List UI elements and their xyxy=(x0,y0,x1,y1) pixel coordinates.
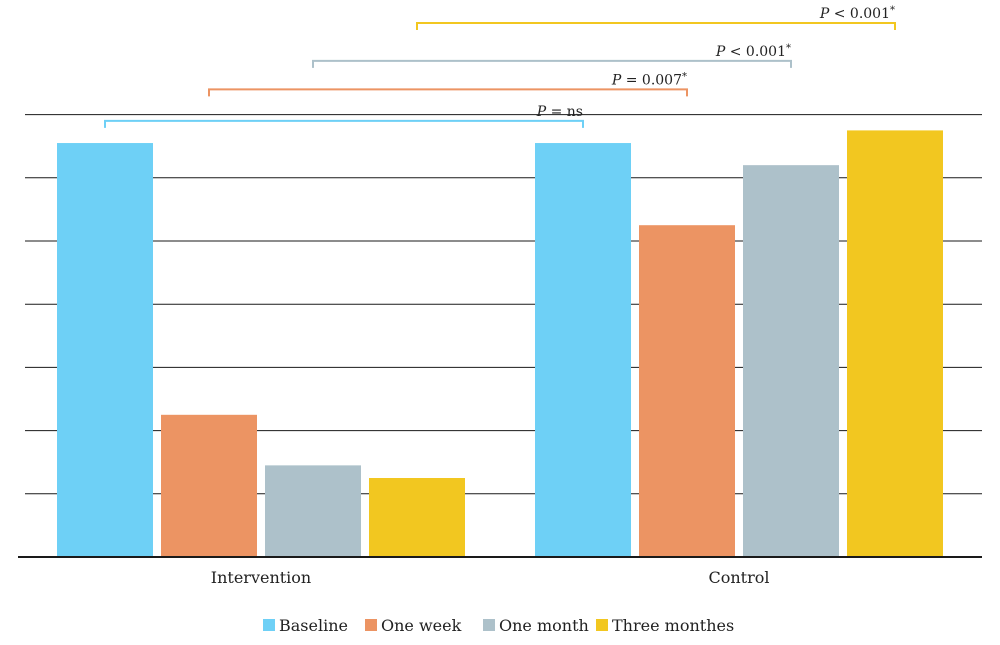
category-label-intervention: Intervention xyxy=(211,568,311,587)
significance-brackets: P = ns P = 0.007* P < 0.001* P < 0.001* xyxy=(104,5,896,128)
p-value-label-3: P < 0.001* xyxy=(715,43,791,60)
legend-label-baseline: Baseline xyxy=(279,616,348,635)
legend-label-one-week: One week xyxy=(381,616,462,635)
bar-intervention-one-month xyxy=(265,465,361,557)
bars xyxy=(57,130,943,558)
legend-swatch-one-week xyxy=(365,619,377,631)
bar-control-three-monthes xyxy=(847,130,943,557)
bar-intervention-one-week xyxy=(161,414,257,557)
legend-swatch-baseline xyxy=(263,619,275,631)
legend-swatch-three-monthes xyxy=(596,619,608,631)
significance-bracket-2 xyxy=(208,88,688,97)
p-value-label-1: P = ns xyxy=(536,104,583,120)
significance-bracket-4 xyxy=(416,21,896,30)
legend-swatch-one-month xyxy=(483,619,495,631)
significance-bracket-1 xyxy=(104,119,584,128)
p-value-label-4: P < 0.001* xyxy=(819,5,895,22)
category-label-control: Control xyxy=(708,568,769,587)
legend: Baseline One week One month Three monthes xyxy=(263,616,734,635)
legend-label-three-monthes: Three monthes xyxy=(612,616,734,635)
legend-label-one-month: One month xyxy=(499,616,589,635)
bar-control-baseline xyxy=(535,143,631,558)
significance-bracket-3 xyxy=(312,59,792,68)
bar-control-one-month xyxy=(743,165,839,557)
category-labels: Intervention Control xyxy=(211,568,770,587)
p-value-label-2: P = 0.007* xyxy=(611,71,687,88)
bar-intervention-three-monthes xyxy=(369,478,465,557)
bar-intervention-baseline xyxy=(57,143,153,558)
bar-control-one-week xyxy=(639,225,735,557)
